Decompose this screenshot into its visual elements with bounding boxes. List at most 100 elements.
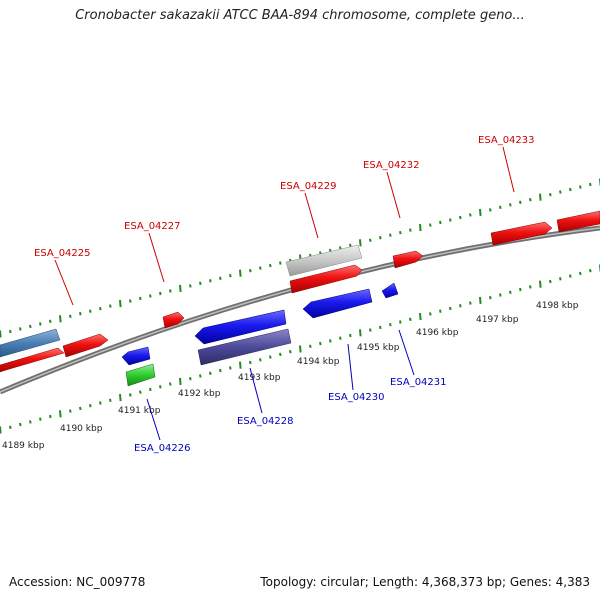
minor-tick xyxy=(99,401,102,405)
major-tick xyxy=(59,410,62,418)
gene-label-esa-04230[interactable]: ESA_04230 xyxy=(328,392,385,403)
major-tick xyxy=(119,394,122,402)
major-tick xyxy=(539,193,542,201)
minor-tick xyxy=(89,309,92,313)
gene-label-esa-04231[interactable]: ESA_04231 xyxy=(390,377,447,388)
minor-tick xyxy=(109,398,112,402)
gene-feature-reverse[interactable] xyxy=(194,309,287,345)
minor-tick xyxy=(489,208,492,212)
minor-tick xyxy=(199,374,202,378)
minor-tick xyxy=(349,333,352,338)
gene-feature-forward[interactable] xyxy=(162,311,185,329)
minor-tick xyxy=(259,358,262,362)
minor-tick xyxy=(439,309,442,313)
gene-feature-gray[interactable] xyxy=(285,244,363,277)
gene-feature-slate[interactable] xyxy=(197,328,292,366)
major-tick xyxy=(479,208,482,216)
minor-tick xyxy=(209,279,212,283)
minor-tick xyxy=(209,371,212,375)
major-tick xyxy=(119,300,122,308)
minor-tick xyxy=(469,213,472,217)
minor-tick xyxy=(529,285,532,289)
minor-tick xyxy=(89,404,92,408)
minor-tick xyxy=(219,368,222,373)
gene-feature-reverse[interactable] xyxy=(381,282,399,299)
minor-tick xyxy=(449,218,452,222)
minor-tick xyxy=(509,290,512,294)
minor-tick xyxy=(309,344,312,348)
minor-tick xyxy=(69,409,72,413)
minor-tick xyxy=(339,336,342,340)
minor-tick xyxy=(9,425,12,429)
minor-tick xyxy=(149,387,152,392)
map-title: Cronobacter sakazakii ATCC BAA-894 chrom… xyxy=(75,8,525,23)
minor-tick xyxy=(469,301,472,305)
gene-label-esa-04228[interactable]: ESA_04228 xyxy=(237,416,294,427)
minor-tick xyxy=(249,269,252,273)
forward-tick-track xyxy=(0,178,600,338)
minor-tick xyxy=(429,223,432,227)
minor-tick xyxy=(249,360,252,365)
minor-tick xyxy=(459,215,462,220)
major-tick xyxy=(419,313,422,321)
minor-tick xyxy=(439,220,442,225)
scale-label-4189: 4189 kbp xyxy=(2,441,45,451)
minor-tick xyxy=(409,317,412,321)
minor-tick xyxy=(49,414,52,419)
major-tick xyxy=(479,296,482,304)
forward-genes xyxy=(0,210,600,373)
minor-tick xyxy=(19,422,22,427)
gene-label-esa-04227[interactable]: ESA_04227 xyxy=(124,221,181,232)
major-tick xyxy=(299,345,302,353)
minor-tick xyxy=(159,291,162,296)
scale-label-4197: 4197 kbp xyxy=(476,315,519,325)
minor-tick xyxy=(509,203,512,207)
gene-label-esa-04225[interactable]: ESA_04225 xyxy=(34,248,91,259)
gene-feature-forward[interactable] xyxy=(392,250,424,269)
minor-tick xyxy=(279,261,282,265)
major-tick xyxy=(179,284,182,292)
gene-feature-reverse[interactable] xyxy=(302,288,373,319)
minor-tick xyxy=(169,289,172,293)
major-tick xyxy=(0,330,2,338)
gene-feature-forward[interactable] xyxy=(62,333,109,358)
minor-tick xyxy=(169,382,172,386)
gene-feature-reverse[interactable] xyxy=(121,346,151,366)
minor-tick xyxy=(349,243,352,247)
minor-tick xyxy=(129,393,132,397)
gene-feature-forward[interactable] xyxy=(556,210,600,233)
scale-label-4193: 4193 kbp xyxy=(238,373,281,383)
accession-text: Accession: NC_009778 xyxy=(9,575,146,589)
gene-feature-forward[interactable] xyxy=(289,264,363,294)
scale-label-4191: 4191 kbp xyxy=(118,406,161,416)
scale-labels: 4189 kbp 4190 kbp 4191 kbp 4192 kbp 4193… xyxy=(2,301,579,451)
gene-label-esa-04226[interactable]: ESA_04226 xyxy=(134,443,191,454)
minor-tick xyxy=(389,233,392,237)
major-tick xyxy=(419,224,422,232)
minor-tick xyxy=(559,190,562,194)
minor-tick xyxy=(149,294,152,298)
major-tick xyxy=(239,269,242,277)
gene-label-esa-04233[interactable]: ESA_04233 xyxy=(478,135,535,146)
minor-tick xyxy=(399,231,402,235)
minor-tick xyxy=(549,193,552,197)
major-tick xyxy=(539,280,542,288)
minor-tick xyxy=(289,350,292,354)
gene-feature-steelblue[interactable] xyxy=(0,328,61,358)
minor-tick xyxy=(189,377,192,381)
minor-tick xyxy=(199,281,202,285)
gene-feature-green[interactable] xyxy=(125,363,156,387)
minor-tick xyxy=(79,312,82,316)
gene-label-esa-04229[interactable]: ESA_04229 xyxy=(280,181,337,192)
gene-feature-forward[interactable] xyxy=(0,347,65,373)
minor-tick xyxy=(489,296,492,300)
minor-tick xyxy=(579,185,582,189)
gene-feature-forward[interactable] xyxy=(490,221,553,246)
gene-label-esa-04232[interactable]: ESA_04232 xyxy=(363,160,420,171)
major-tick xyxy=(179,377,182,385)
scale-label-4192: 4192 kbp xyxy=(178,389,221,399)
minor-tick xyxy=(389,323,392,327)
minor-tick xyxy=(269,355,272,359)
